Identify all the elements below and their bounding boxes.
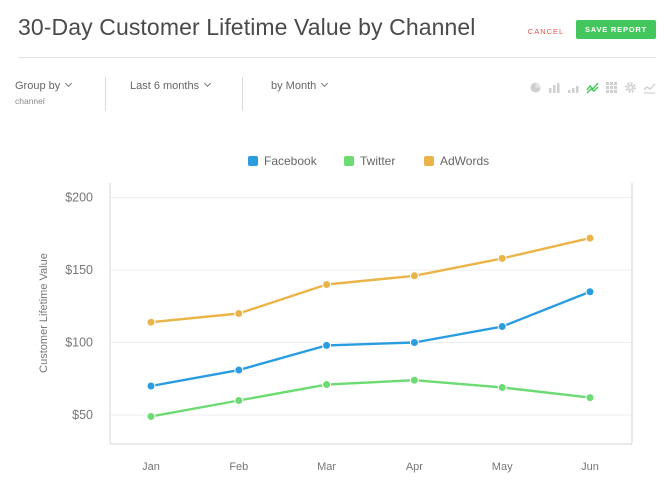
- x-tick-label: May: [492, 461, 513, 473]
- series-adwords: [146, 233, 595, 327]
- chart-series: [146, 233, 595, 421]
- plot-frame: [109, 183, 633, 445]
- legend-swatch: [424, 156, 434, 166]
- data-point[interactable]: [322, 280, 332, 289]
- x-axis: Jan Feb Mar Apr May Jun: [142, 461, 599, 473]
- header-divider: [18, 57, 656, 58]
- line-icon[interactable]: [586, 81, 599, 94]
- data-point[interactable]: [497, 382, 507, 392]
- data-point[interactable]: [234, 396, 244, 405]
- control-separator: [242, 77, 243, 111]
- x-tick-label: Feb: [229, 461, 248, 473]
- legend-label: AdWords: [440, 154, 489, 168]
- data-point[interactable]: [409, 271, 419, 281]
- legend-item[interactable]: Facebook: [248, 154, 318, 168]
- x-tick-label: Mar: [317, 461, 336, 473]
- data-point[interactable]: [234, 309, 244, 318]
- y-axis-label: Customer Lifetime Value: [38, 253, 50, 373]
- date-range-label: Last 6 months: [130, 80, 200, 92]
- y-tick-label: $100: [65, 336, 93, 350]
- date-range-dropdown[interactable]: Last 6 months: [130, 79, 212, 92]
- x-tick-label: Jun: [581, 461, 599, 473]
- chart-grid: [110, 197, 632, 416]
- series-line: [150, 236, 591, 324]
- interval-label: by Month: [271, 80, 317, 92]
- legend-swatch: [344, 156, 354, 166]
- table-icon[interactable]: [605, 81, 618, 94]
- cancel-button[interactable]: CANCEL: [527, 26, 565, 36]
- chevron-down-icon: [321, 79, 329, 88]
- data-point[interactable]: [146, 381, 156, 391]
- series-line: [150, 379, 591, 418]
- data-point[interactable]: [234, 365, 244, 375]
- legend-swatch: [248, 156, 258, 166]
- control-separator: [105, 77, 106, 111]
- group-by-value: channel: [15, 96, 45, 106]
- data-point[interactable]: [322, 380, 332, 390]
- legend-label: Twitter: [360, 154, 395, 168]
- legend-label: Facebook: [264, 154, 318, 168]
- x-tick-label: Jan: [142, 461, 160, 473]
- pie-icon[interactable]: [529, 81, 542, 94]
- data-point[interactable]: [585, 233, 595, 243]
- chevron-down-icon: [204, 79, 212, 88]
- group-by-dropdown[interactable]: Group by channel: [15, 79, 73, 106]
- legend-item[interactable]: Twitter: [344, 154, 395, 168]
- column-icon[interactable]: [567, 81, 580, 94]
- y-tick-label: $200: [65, 191, 93, 205]
- series-twitter: [146, 375, 595, 421]
- y-tick-label: $50: [72, 408, 93, 422]
- y-axis: $50 $100 $150 $200: [65, 191, 93, 423]
- data-point[interactable]: [322, 340, 332, 350]
- bar-icon[interactable]: [548, 81, 561, 94]
- legend-item[interactable]: AdWords: [424, 154, 489, 168]
- area-icon[interactable]: [643, 81, 656, 94]
- line-chart: Facebook Twitter AdWords $50 $100 $150 $200 J…: [38, 154, 633, 473]
- group-by-label: Group by: [15, 80, 61, 92]
- data-point[interactable]: [409, 338, 419, 347]
- chevron-down-icon: [65, 79, 73, 88]
- y-tick-label: $150: [65, 263, 93, 277]
- page-title: 30-Day Customer Lifetime Value by Channe…: [18, 14, 476, 40]
- chart-type-switcher: [529, 81, 656, 94]
- data-point[interactable]: [497, 322, 507, 332]
- data-point[interactable]: [409, 375, 419, 385]
- x-tick-label: Apr: [406, 461, 423, 473]
- data-point[interactable]: [497, 253, 507, 263]
- data-point[interactable]: [585, 393, 595, 403]
- interval-dropdown[interactable]: by Month: [271, 79, 329, 92]
- series-line: [150, 290, 591, 388]
- save-report-button[interactable]: SAVE REPORT: [576, 20, 656, 39]
- gear-icon[interactable]: [624, 81, 637, 94]
- data-point[interactable]: [146, 411, 156, 421]
- chart-legend: Facebook Twitter AdWords: [248, 154, 489, 168]
- data-point[interactable]: [585, 287, 595, 297]
- data-point[interactable]: [146, 317, 156, 327]
- series-facebook: [146, 287, 595, 391]
